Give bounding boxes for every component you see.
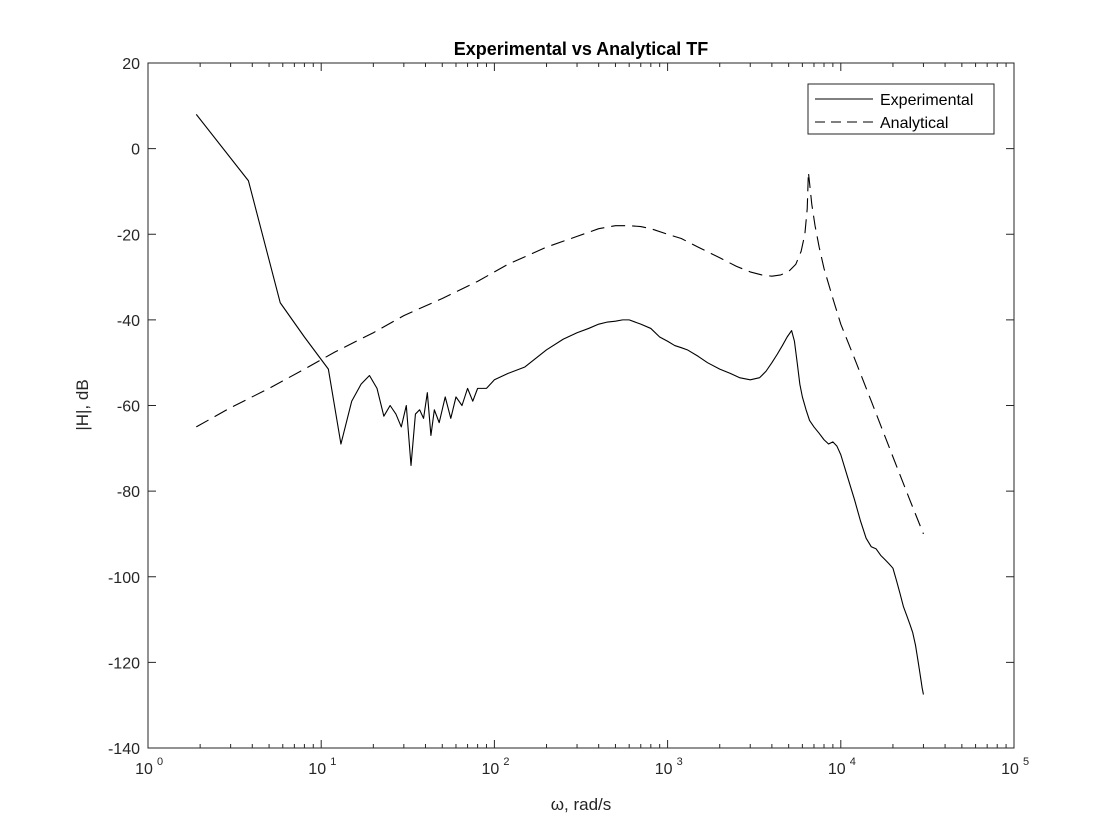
x-tick-label: 10 <box>135 761 153 778</box>
y-tick-label: 20 <box>122 56 140 73</box>
x-tick-label: 10 <box>1001 761 1019 778</box>
y-tick-label: -140 <box>108 741 140 758</box>
y-tick-label: -120 <box>108 655 140 672</box>
series-layer <box>195 114 924 695</box>
x-tick-label: 10 <box>655 761 673 778</box>
chart-title: Experimental vs Analytical TF <box>454 39 708 59</box>
x-tick-label-exponent: 3 <box>677 756 683 768</box>
x-tick-label-exponent: 0 <box>157 756 163 768</box>
plot-area <box>148 63 1014 748</box>
x-tick-label-exponent: 1 <box>330 756 336 768</box>
y-tick-label: 0 <box>131 142 140 159</box>
y-tick-label: -40 <box>117 313 140 330</box>
y-tick-label: -100 <box>108 570 140 587</box>
x-tick-label-exponent: 4 <box>850 756 856 768</box>
x-tick-label-exponent: 2 <box>503 756 509 768</box>
x-tick-label: 10 <box>482 761 500 778</box>
x-axis-label: ω, rad/s <box>551 795 612 814</box>
legend-label-analytical: Analytical <box>880 115 948 132</box>
y-tick-label: -80 <box>117 484 140 501</box>
x-tick-label-exponent: 5 <box>1023 756 1029 768</box>
series-line-analytical <box>196 171 924 535</box>
y-axis-label: |H|, dB <box>73 379 92 430</box>
legend-label-experimental: Experimental <box>880 92 973 109</box>
y-tick-label: -60 <box>117 399 140 416</box>
legend-box <box>807 83 995 135</box>
legend: Experimental Analytical <box>807 83 995 135</box>
x-tick-label: 10 <box>828 761 846 778</box>
y-tick-label: -20 <box>117 227 140 244</box>
x-tick-label: 10 <box>308 761 326 778</box>
series-line-experimental <box>195 114 924 695</box>
